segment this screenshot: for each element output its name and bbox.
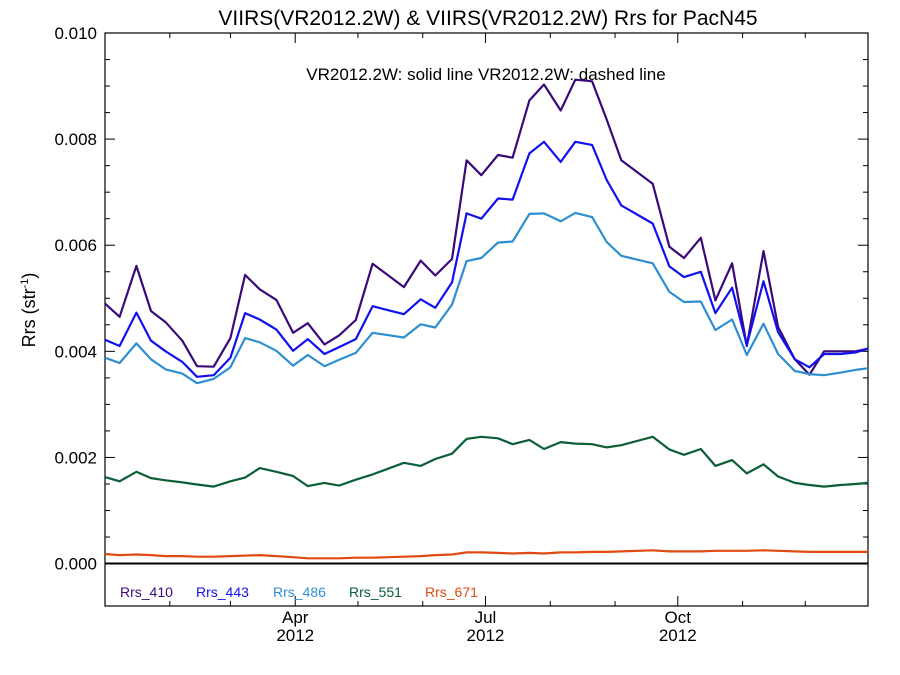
series-line-rrs-410: [104, 78, 869, 376]
legend-entry-rrs-551: Rrs_551: [349, 584, 402, 600]
legend: Rrs_410 Rrs_443 Rrs_486 Rrs_551 Rrs_671: [120, 584, 478, 600]
y-tick-label: 0.010: [54, 24, 97, 43]
legend-entry-rrs-443: Rrs_443: [196, 584, 249, 600]
y-tick-label: 0.008: [54, 130, 97, 149]
x-tick-year-label: 2012: [276, 626, 314, 645]
x-tick-label: Apr: [282, 608, 309, 627]
legend-entry-rrs-671: Rrs_671: [425, 584, 478, 600]
x-tick-label: Oct: [665, 608, 692, 627]
series-line-rrs-671: [104, 549, 868, 560]
plot-frame: [104, 32, 869, 607]
axes: 0.0000.0020.0040.0060.0080.010Apr2012Jul…: [54, 24, 869, 645]
chart-annotation: VR2012.2W: solid line VR2012.2W: dashed …: [306, 65, 665, 84]
x-tick-year-label: 2012: [659, 626, 697, 645]
y-axis-label-superscript: -1: [19, 279, 31, 289]
x-tick-label: Jul: [475, 608, 497, 627]
series-line-rrs-551: [104, 435, 869, 488]
legend-entry-rrs-410: Rrs_410: [120, 584, 173, 600]
chart-title: VIIRS(VR2012.2W) & VIIRS(VR2012.2W) Rrs …: [218, 7, 757, 30]
y-tick-label: 0.006: [54, 236, 97, 255]
y-axis-label: Rrs (str-1): [19, 273, 39, 348]
x-tick-year-label: 2012: [467, 626, 505, 645]
series-line-rrs-486: [104, 211, 869, 385]
y-tick-label: 0.004: [54, 342, 97, 361]
legend-entry-rrs-486: Rrs_486: [273, 584, 326, 600]
series-line-rrs-443: [104, 140, 869, 378]
y-tick-label: 0.000: [54, 555, 97, 574]
y-axis-label-end: ): [19, 273, 39, 279]
y-axis-label-text: Rrs (str: [19, 288, 39, 347]
y-tick-label: 0.002: [54, 448, 97, 467]
series-layer: [104, 78, 869, 560]
